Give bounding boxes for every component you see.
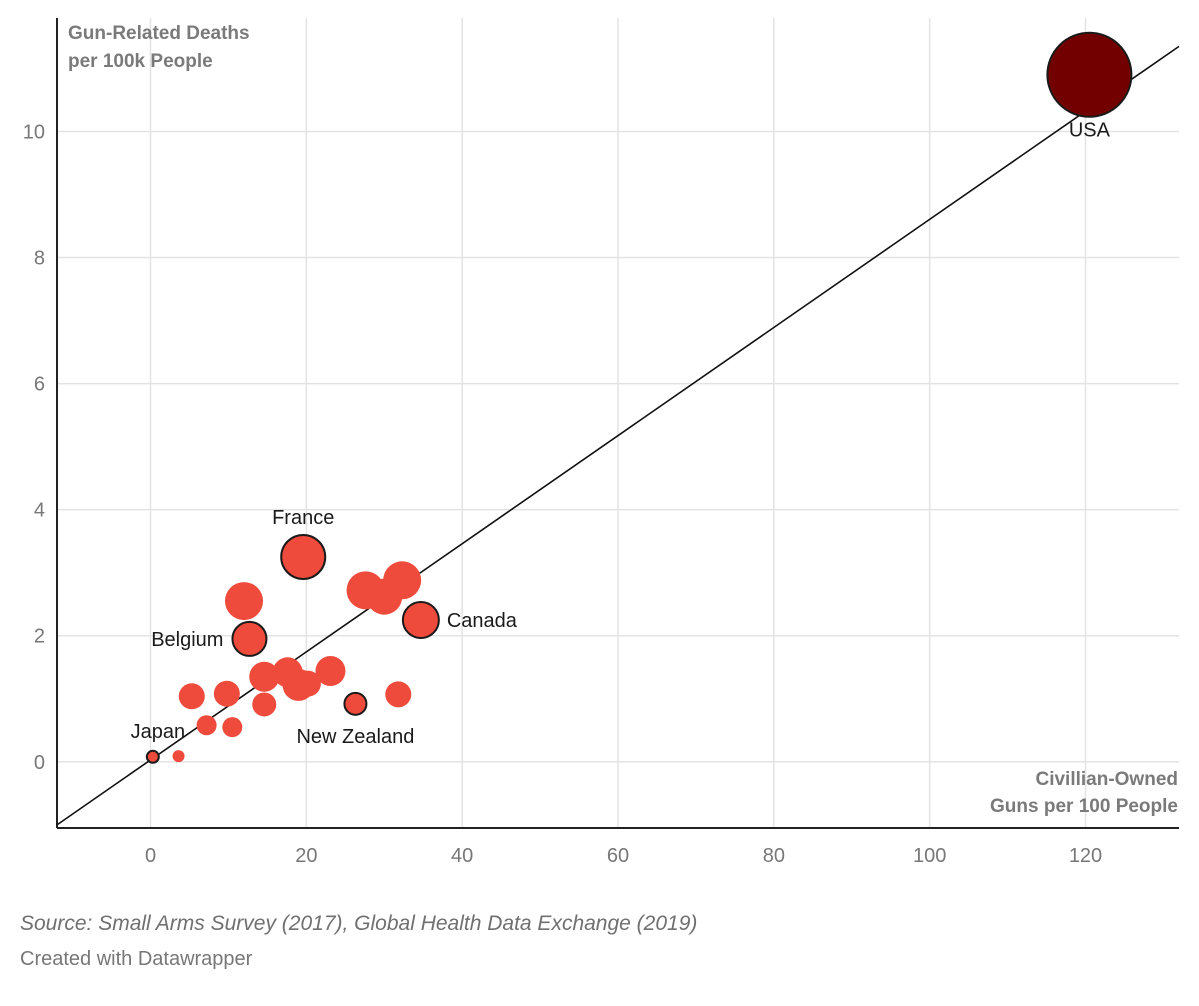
x-tick-label: 100 (913, 845, 946, 867)
x-tick-label: 40 (451, 845, 473, 867)
x-tick-label: 20 (295, 845, 317, 867)
data-point (172, 750, 185, 763)
y-tick-labels: 0 2 4 6 8 10 (23, 121, 45, 773)
data-point (385, 681, 412, 708)
point-belgium (231, 620, 268, 657)
y-axis-title-line-1: Gun-Related Deaths (68, 23, 250, 44)
point-japan (145, 749, 160, 764)
data-point (225, 582, 263, 621)
data-point (294, 670, 321, 697)
point-canada (401, 600, 440, 639)
label-canada: Canada (447, 610, 518, 632)
point-usa (1046, 31, 1133, 118)
data-point (178, 683, 205, 710)
y-tick-label: 4 (34, 500, 45, 522)
x-gridlines (149, 18, 1087, 828)
point-labels: USA France Canada Belgium New Zealand Japan (131, 120, 1111, 748)
x-tick-label: 0 (145, 845, 156, 867)
y-tick-label: 2 (34, 626, 45, 648)
x-tick-labels: 0 20 40 60 80 100 120 (145, 845, 1102, 867)
data-point (383, 561, 422, 600)
y-tick-label: 8 (34, 248, 45, 270)
data-point (213, 680, 240, 707)
credit-note: Created with Datawrapper (20, 948, 253, 970)
y-gridlines (57, 130, 1179, 763)
data-point (196, 715, 217, 736)
x-axis-title-line-2: Guns per 100 People (990, 796, 1178, 817)
y-tick-label: 10 (23, 121, 45, 143)
data-point (315, 656, 346, 687)
data-points (145, 31, 1133, 764)
label-new-zealand: New Zealand (296, 726, 414, 748)
label-belgium: Belgium (151, 629, 223, 651)
trend-line (56, 45, 1180, 826)
scatter-chart: 0 20 40 60 80 100 120 0 2 4 6 8 10 USA France Canada B… (23, 18, 1180, 867)
x-tick-label: 120 (1069, 845, 1102, 867)
y-axis-title-line-2: per 100k People (68, 51, 213, 72)
label-japan: Japan (131, 721, 186, 743)
x-tick-label: 60 (607, 845, 629, 867)
source-note: Source: Small Arms Survey (2017), Global… (20, 912, 698, 935)
point-france (280, 533, 327, 580)
x-tick-label: 80 (763, 845, 785, 867)
label-france: France (272, 507, 334, 529)
y-tick-label: 0 (34, 752, 45, 774)
data-point (249, 661, 280, 692)
y-tick-label: 6 (34, 374, 45, 396)
data-point (222, 717, 243, 738)
label-usa: USA (1069, 120, 1111, 142)
point-new-zealand (343, 691, 368, 716)
x-axis-title-line-1: Civillian-Owned (1035, 769, 1178, 790)
data-point (252, 692, 277, 717)
